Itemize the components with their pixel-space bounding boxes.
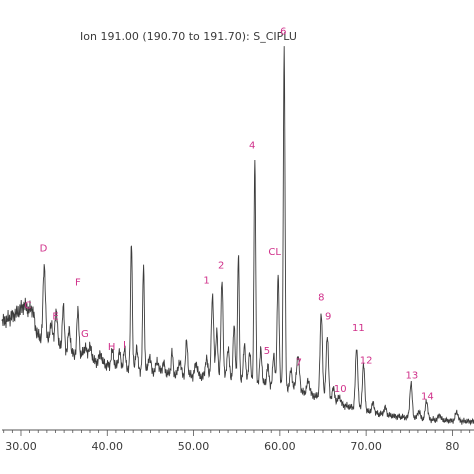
x-axis: 30.00 40.00 50.00 60.00 70.00 80 (2, 429, 474, 453)
peak-label: D (40, 243, 48, 254)
peak-label: 9 (325, 312, 331, 323)
peak-label: H (108, 342, 116, 353)
x-tick-label: 40.00 (92, 440, 124, 453)
peak-label: 13 (406, 371, 419, 382)
peak-label: E (52, 312, 58, 323)
peak-label: F (75, 278, 81, 289)
peak-label: 11 (352, 323, 365, 334)
x-tick-label: 80 (445, 440, 459, 453)
peak-label: G (81, 329, 89, 340)
peak-label: 10 (334, 384, 347, 395)
peak-label: 12 (360, 355, 373, 366)
peak-label: C (24, 300, 31, 311)
peak-label: 14 (421, 392, 434, 403)
chart-title: Ion 191.00 (190.70 to 191.70): S_CIPLU (80, 30, 297, 43)
peak-label: 7 (296, 357, 302, 368)
peak-label: 2 (218, 260, 224, 271)
chromatogram-trace (1, 46, 474, 426)
x-tick-label: 50.00 (178, 440, 210, 453)
peak-label: 6 (280, 27, 286, 38)
peak-label: 4 (249, 141, 255, 152)
signal-trace-line (1, 46, 474, 426)
x-tick-label: 60.00 (264, 440, 296, 453)
x-tick-label: 70.00 (350, 440, 382, 453)
x-tick-label: 30.00 (5, 440, 37, 453)
peak-label: 5 (264, 346, 270, 357)
peak-label: CL (268, 247, 281, 258)
peak-label: I (123, 340, 126, 351)
peak-label: 8 (318, 293, 324, 304)
peak-label: 1 (203, 276, 209, 287)
